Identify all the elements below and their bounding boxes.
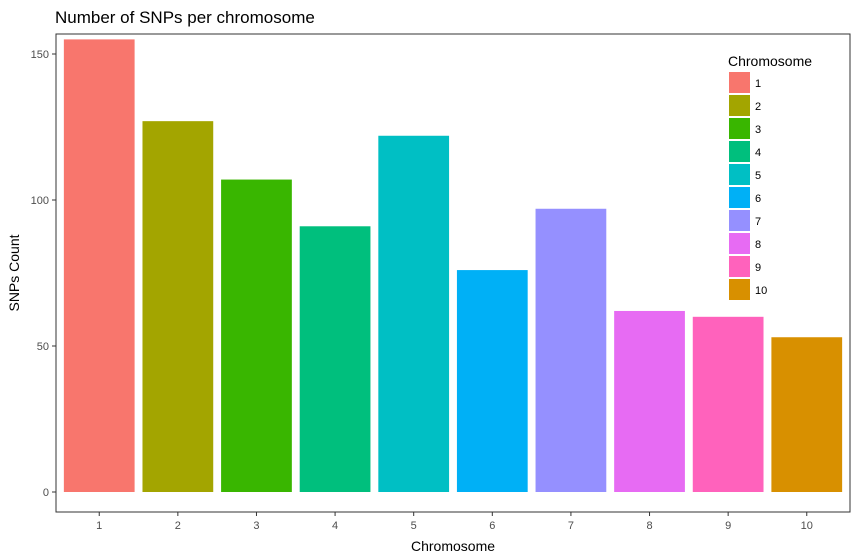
legend-label-4: 4 [755,147,761,159]
bars-group [63,39,843,493]
panel-border [55,33,851,513]
x-tick-label: 2 [175,520,181,532]
legend-title: Chromosome [728,53,812,69]
legend-key-10 [729,279,750,300]
legend-key-9 [729,256,750,277]
bar-chromosome-8 [614,310,685,492]
x-tick-label: 6 [489,520,495,532]
y-tick-label: 50 [37,341,49,353]
legend-label-1: 1 [755,78,761,90]
legend-key-2 [729,95,750,116]
y-tick-label: 0 [43,487,49,499]
bar-chromosome-3 [221,179,292,492]
legend-label-8: 8 [755,239,761,251]
bar-chromosome-5 [378,135,450,492]
x-tick-label: 9 [725,520,731,532]
y-tick-label: 150 [31,49,49,61]
y-axis: 0 50 100 150 [31,49,56,499]
legend-key-7 [729,210,750,231]
x-tick-label: 4 [332,520,338,532]
legend-label-5: 5 [755,170,761,182]
x-tick-label: 5 [411,520,417,532]
legend-key-6 [729,187,750,208]
legend-key-8 [729,233,750,254]
legend-label-3: 3 [755,124,761,136]
legend: Chromosome 1 2 3 4 5 6 7 8 9 10 [728,53,812,300]
chart-title: Number of SNPs per chromosome [55,8,315,27]
x-tick-label: 7 [568,520,574,532]
bar-chromosome-4 [299,226,371,492]
legend-label-6: 6 [755,193,761,205]
bar-chromosome-6 [456,270,528,492]
bar-chromosome-2 [142,121,214,492]
x-tick-label: 1 [96,520,102,532]
legend-label-2: 2 [755,101,761,113]
bar-chromosome-10 [771,337,843,492]
legend-label-9: 9 [755,262,761,274]
legend-key-4 [729,141,750,162]
x-tick-label: 8 [646,520,652,532]
bar-chromosome-9 [692,316,764,492]
bar-chromosome-1 [63,39,135,493]
x-axis-title: Chromosome [411,538,495,554]
y-tick-label: 100 [31,195,49,207]
x-tick-label: 10 [801,520,813,532]
x-tick-label: 3 [253,520,259,532]
legend-key-5 [729,164,750,185]
x-axis: 1 2 3 4 5 6 7 8 9 10 [96,512,813,532]
legend-label-7: 7 [755,216,761,228]
y-axis-title: SNPs Count [6,234,22,311]
legend-label-10: 10 [755,285,767,297]
legend-key-3 [729,118,750,139]
bar-chromosome-7 [535,208,607,492]
legend-key-1 [729,72,750,93]
